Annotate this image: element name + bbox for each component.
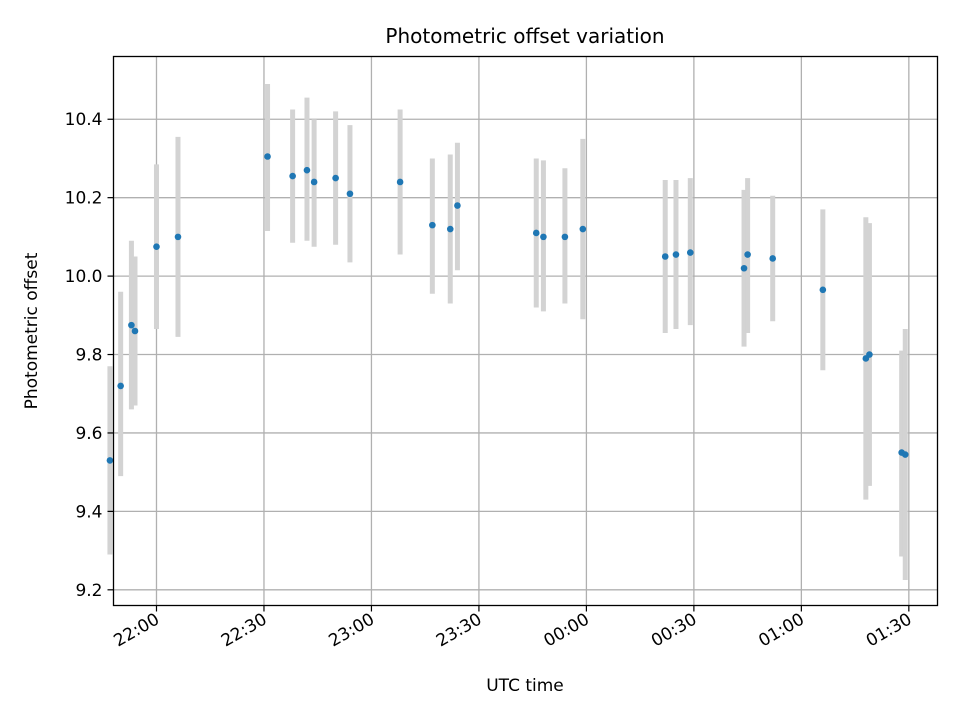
data-point (866, 351, 873, 358)
data-point (744, 251, 751, 258)
y-tick-label: 9.4 (75, 502, 102, 522)
data-point (332, 174, 339, 182)
y-axis-label: Photometric offset (22, 252, 42, 409)
data-point (310, 178, 318, 186)
y-tick-label: 10.0 (65, 267, 103, 287)
x-axis-label: UTC time (486, 676, 564, 696)
y-tick-label: 10.4 (65, 110, 103, 130)
data-point (561, 233, 569, 241)
data-point (117, 382, 124, 390)
y-tick-label: 9.6 (75, 424, 102, 444)
data-point (303, 166, 311, 174)
data-point (532, 229, 540, 237)
data-point (429, 221, 436, 229)
data-point (446, 225, 454, 233)
chart-title: Photometric offset variation (385, 24, 664, 48)
data-point (769, 255, 776, 262)
data-point (672, 251, 680, 258)
data-point (579, 225, 587, 233)
y-tick-label: 9.2 (75, 581, 102, 601)
data-point (346, 190, 354, 198)
data-point (540, 233, 547, 241)
data-point (661, 253, 669, 260)
grid-layer (113, 56, 938, 606)
data-point (106, 457, 114, 464)
data-point (687, 249, 694, 256)
y-tick-label: 9.8 (75, 346, 102, 366)
plot-frame (112, 55, 939, 607)
data-point (901, 451, 909, 458)
data-point (131, 327, 139, 335)
data-point (174, 233, 182, 241)
data-point (396, 178, 404, 186)
data-point (454, 202, 461, 209)
data-point (740, 264, 748, 272)
data-point (289, 172, 296, 180)
data-point (128, 321, 135, 329)
data-point (153, 243, 160, 250)
data-point (819, 286, 827, 294)
point-layer (106, 153, 909, 464)
y-tick-label: 10.2 (65, 189, 103, 209)
data-point (264, 153, 271, 160)
